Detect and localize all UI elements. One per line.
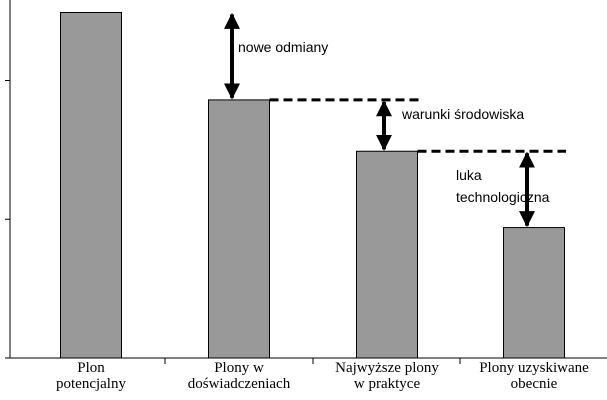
x-tick-label: Najwyższe plony w praktyce: [335, 360, 439, 392]
annotation: warunki środowiska: [402, 106, 525, 122]
x-tick-label: Plony w doświadczeniach: [187, 360, 291, 392]
bar: [356, 150, 418, 359]
x-tick-label: Plony uzyskiwane obecnie: [479, 360, 589, 392]
x-tick-label: Plon potencjalny: [56, 360, 126, 392]
bar: [60, 11, 122, 359]
annotation: luka technologiczna: [456, 167, 550, 205]
bar: [208, 99, 270, 359]
annotation: nowe odmiany: [238, 39, 329, 55]
bar: [503, 227, 565, 359]
